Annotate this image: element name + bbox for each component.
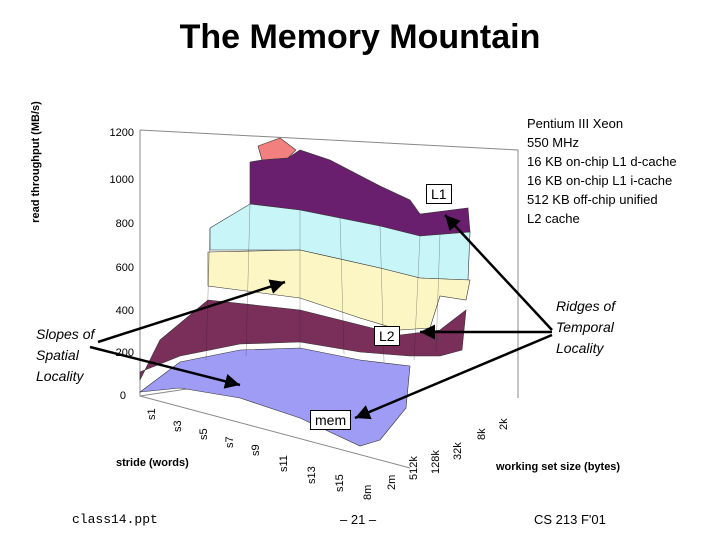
y-tick: 0 xyxy=(119,390,126,402)
footer-course: CS 213 F'01 xyxy=(534,512,606,527)
z-tick: 8m xyxy=(362,484,374,500)
annotation-line: Ridges of xyxy=(556,298,616,314)
surface-mesh xyxy=(205,203,441,363)
annotation-line: Locality xyxy=(556,340,604,356)
footer-page-number: – 21 – xyxy=(340,512,377,527)
band-l2-dark xyxy=(139,299,467,381)
spec-line: 16 KB on-chip L1 d-cache xyxy=(527,154,677,169)
band-l1-light xyxy=(209,203,471,281)
processor-specs: Pentium III Xeon 550 MHz 16 KB on-chip L… xyxy=(527,114,677,228)
z-tick: 32k xyxy=(452,442,464,460)
annotation-line: Locality xyxy=(36,368,84,384)
x-tick: s15 xyxy=(334,474,346,492)
y-tick: 200 xyxy=(115,347,134,359)
x-axis-label: stride (words) xyxy=(116,457,189,469)
slopes-annotation: Slopes of Spatial Locality xyxy=(36,324,94,387)
spec-line: L2 cache xyxy=(527,211,580,226)
z-tick: 2m xyxy=(386,474,398,490)
spec-line: 16 KB on-chip L1 i-cache xyxy=(527,173,673,188)
x-tick: s5 xyxy=(198,428,210,440)
arrow-ridges-upper xyxy=(444,214,553,331)
frame-back-edges xyxy=(139,129,519,398)
mountain-surface xyxy=(138,137,471,447)
z-tick: 512k xyxy=(408,456,420,480)
page-title: The Memory Mountain xyxy=(179,18,541,56)
y-tick: 600 xyxy=(115,262,134,274)
x-tick: s3 xyxy=(172,420,184,432)
z-tick: 2k xyxy=(498,418,510,430)
x-tick: s9 xyxy=(250,444,262,456)
z-axis-label: working set size (bytes) xyxy=(496,461,621,473)
y-tick: 1200 xyxy=(109,127,134,139)
arrow-ridges-lower xyxy=(354,333,553,420)
arrow-slopes-upper xyxy=(97,279,286,344)
spec-line: 550 MHz xyxy=(527,135,580,150)
z-tick: 128k xyxy=(430,450,442,474)
spec-line: 512 KB off-chip unified xyxy=(527,192,658,207)
ridges-annotation: Ridges of Temporal Locality xyxy=(556,296,615,359)
l2-label: L2 xyxy=(374,326,400,346)
arrow-slopes-lower xyxy=(89,345,241,389)
z-tick: 8k xyxy=(476,428,488,440)
annotation-line: Temporal xyxy=(556,319,614,335)
y-axis-label: read throughput (MB/s) xyxy=(30,101,42,223)
x-tick: s7 xyxy=(224,436,236,448)
mem-label: mem xyxy=(310,410,352,430)
footer-filename: class14.ppt xyxy=(72,512,158,527)
l1-label: L1 xyxy=(426,184,452,204)
y-tick: 1000 xyxy=(109,174,134,186)
annotation-line: Slopes of xyxy=(36,326,95,342)
spec-line: Pentium III Xeon xyxy=(527,116,624,131)
y-tick: 800 xyxy=(115,218,134,230)
x-tick: s13 xyxy=(306,466,318,484)
x-tick: s1 xyxy=(146,408,158,420)
y-tick: 400 xyxy=(115,305,134,317)
band-peak xyxy=(257,137,297,161)
x-tick: s11 xyxy=(278,455,290,472)
annotation-arrows xyxy=(89,214,553,420)
annotation-line: Spatial xyxy=(36,347,79,363)
